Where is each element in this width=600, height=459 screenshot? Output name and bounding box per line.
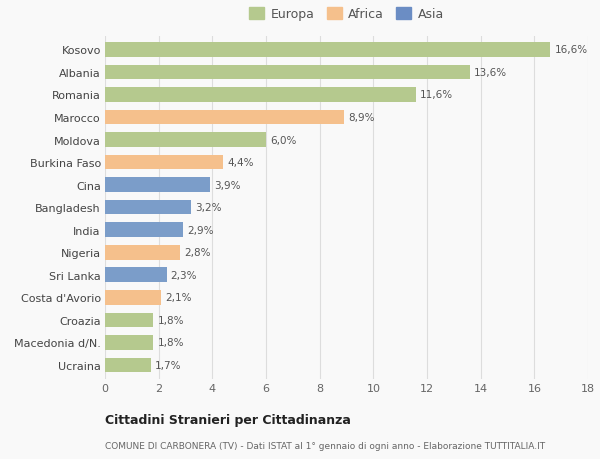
- Bar: [105, 156, 223, 170]
- Bar: [105, 223, 183, 237]
- Bar: [105, 291, 161, 305]
- Legend: Europa, Africa, Asia: Europa, Africa, Asia: [247, 6, 446, 24]
- Bar: [105, 313, 154, 327]
- Text: 1,8%: 1,8%: [157, 315, 184, 325]
- Text: 13,6%: 13,6%: [474, 68, 507, 78]
- Bar: [105, 336, 154, 350]
- Text: 6,0%: 6,0%: [270, 135, 296, 145]
- Text: 3,9%: 3,9%: [214, 180, 240, 190]
- Text: Cittadini Stranieri per Cittadinanza: Cittadini Stranieri per Cittadinanza: [105, 413, 351, 426]
- Bar: [105, 201, 191, 215]
- Text: 2,8%: 2,8%: [184, 248, 211, 257]
- Text: 8,9%: 8,9%: [348, 113, 374, 123]
- Text: 16,6%: 16,6%: [554, 45, 587, 55]
- Bar: [105, 133, 266, 147]
- Bar: [105, 178, 209, 192]
- Bar: [105, 88, 416, 102]
- Bar: [105, 65, 470, 80]
- Text: 2,1%: 2,1%: [166, 293, 192, 302]
- Bar: [105, 111, 344, 125]
- Text: 3,2%: 3,2%: [195, 203, 221, 213]
- Text: 2,3%: 2,3%: [171, 270, 197, 280]
- Bar: [105, 358, 151, 373]
- Text: 2,9%: 2,9%: [187, 225, 214, 235]
- Text: COMUNE DI CARBONERA (TV) - Dati ISTAT al 1° gennaio di ogni anno - Elaborazione : COMUNE DI CARBONERA (TV) - Dati ISTAT al…: [105, 441, 545, 450]
- Bar: [105, 43, 550, 57]
- Text: 11,6%: 11,6%: [420, 90, 454, 100]
- Bar: [105, 246, 180, 260]
- Text: 4,4%: 4,4%: [227, 158, 254, 168]
- Text: 1,7%: 1,7%: [155, 360, 181, 370]
- Bar: [105, 268, 167, 282]
- Text: 1,8%: 1,8%: [157, 338, 184, 347]
